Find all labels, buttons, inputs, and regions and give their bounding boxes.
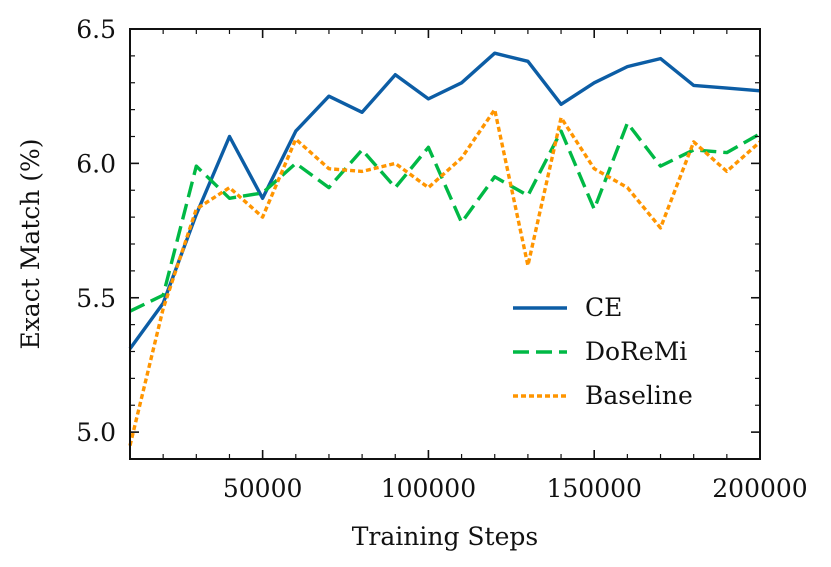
y-axis-label: Exact Match (%) (16, 138, 45, 349)
series-line-ce (128, 51, 761, 350)
plot-frame (129, 28, 761, 460)
x-tick-label: 150000 (546, 474, 641, 503)
legend-label-ce: CE (585, 293, 622, 322)
series-line-baseline (128, 107, 762, 447)
y-tick-label: 5.0 (76, 418, 116, 447)
legend-label-doremi: DoReMi (585, 337, 687, 366)
series-layer (128, 51, 762, 447)
legend: CE DoReMi Baseline (513, 293, 693, 410)
x-tick-label: 200000 (712, 474, 807, 503)
y-tick-label: 6.0 (76, 149, 116, 178)
x-axis-label: Training Steps (352, 522, 538, 551)
y-tick-label: 6.5 (76, 15, 116, 44)
ticks-layer: 50000 100000 150000 200000 5.0 5.5 6.0 6.5 (76, 15, 807, 503)
x-tick-label: 100000 (381, 474, 476, 503)
x-tick-label: 50000 (223, 474, 303, 503)
series-line-doremi (129, 121, 761, 313)
legend-label-baseline: Baseline (585, 381, 693, 410)
y-tick-label: 5.5 (76, 284, 116, 313)
